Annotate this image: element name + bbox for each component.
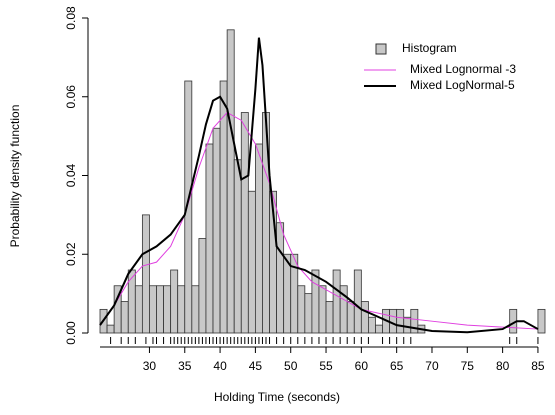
histogram-bar <box>233 159 242 334</box>
histogram-bar <box>318 285 327 334</box>
histogram-bar <box>141 214 150 334</box>
histogram-bar <box>149 285 157 334</box>
legend-label: Mixed Lognormal -3 <box>410 62 516 76</box>
x-tick-label: 30 <box>143 359 157 373</box>
y-tick-label: 0.00 <box>64 321 78 345</box>
histogram-bar <box>170 269 179 334</box>
y-tick-label: 0.02 <box>64 242 78 266</box>
histogram-bar <box>368 316 376 334</box>
histogram-bar <box>184 80 193 334</box>
y-tick-label: 0.08 <box>64 6 78 30</box>
histogram-bar <box>304 293 313 334</box>
histogram-bar <box>177 285 186 334</box>
x-tick-label: 50 <box>284 359 298 373</box>
histogram-bar <box>163 285 172 334</box>
density-line <box>99 111 538 330</box>
x-tick-label: 85 <box>531 359 545 373</box>
histogram-bar <box>410 308 419 334</box>
histogram-bar <box>325 301 334 334</box>
x-tick-label: 70 <box>425 359 439 373</box>
histogram-bar <box>191 285 200 334</box>
x-tick-label: 55 <box>319 359 333 373</box>
histogram-bar <box>198 238 207 334</box>
histogram-bar <box>537 308 546 334</box>
histogram-bar <box>127 269 136 334</box>
x-tick-label: 75 <box>461 359 475 373</box>
histogram-bar <box>403 316 412 334</box>
histogram-bar <box>240 112 249 334</box>
histogram-bar <box>156 285 164 334</box>
histogram-bar <box>311 269 320 334</box>
legend-swatch <box>375 43 387 55</box>
histogram-bar <box>205 143 214 334</box>
x-tick-label: 60 <box>355 359 369 373</box>
histogram-bar <box>332 269 341 334</box>
y-axis-title: Probability density function <box>8 105 22 248</box>
histogram-bar <box>346 301 355 334</box>
x-tick-label: 45 <box>249 359 263 373</box>
legend-label: Mixed LogNormal-5 <box>410 78 515 92</box>
histogram-bar <box>375 324 383 334</box>
legend-label: Histogram <box>402 41 457 55</box>
x-tick-label: 80 <box>496 359 510 373</box>
y-tick-label: 0.04 <box>64 163 78 187</box>
x-tick-label: 65 <box>390 359 404 373</box>
x-axis-title: Holding Time (seconds) <box>214 390 340 404</box>
histogram-bar <box>247 190 256 334</box>
histogram-bar <box>120 301 129 334</box>
histogram-bar <box>254 143 263 334</box>
x-tick-label: 40 <box>213 359 227 373</box>
histogram-bar <box>134 285 143 334</box>
y-tick-label: 0.06 <box>64 85 78 109</box>
x-tick-label: 35 <box>178 359 192 373</box>
histogram-bar <box>353 269 362 334</box>
histogram-bar <box>212 127 221 334</box>
histogram-bar <box>396 308 405 334</box>
histogram-bar <box>389 308 398 334</box>
histogram-bar <box>276 222 285 334</box>
density-line <box>99 37 539 334</box>
histogram-bar <box>360 301 369 334</box>
histogram-bar <box>106 324 115 334</box>
histogram-bar <box>226 29 235 334</box>
histogram-bar <box>297 285 306 334</box>
